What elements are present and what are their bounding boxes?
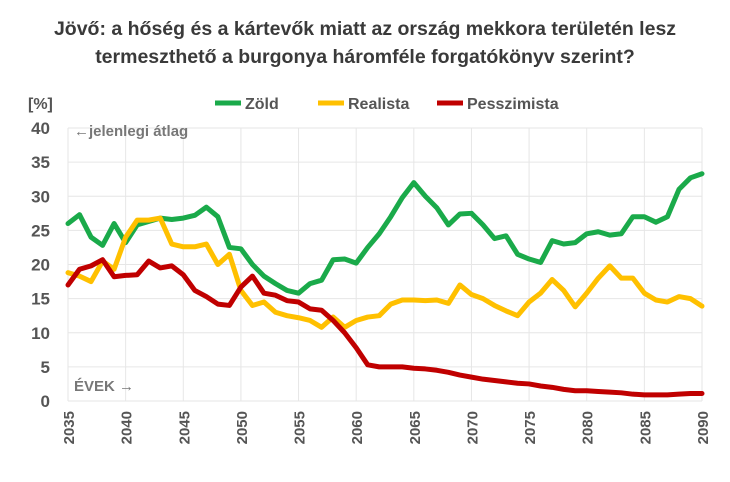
x-axis-label: ÉVEK → — [74, 378, 134, 395]
chart-title-line-1: Jövő: a hőség és a kártevők miatt az ors… — [53, 18, 677, 40]
x-tick-label: 2080 — [580, 411, 597, 444]
x-tick-label: 2060 — [349, 411, 366, 444]
y-tick-label: 5 — [41, 358, 50, 377]
y-tick-label: 40 — [31, 119, 50, 138]
series-line-zöld — [65, 171, 705, 296]
x-tick-label: 2085 — [637, 411, 654, 444]
x-tick-label: 2045 — [176, 411, 193, 444]
series-line-pesszimista — [65, 257, 705, 398]
x-tick-label: 2055 — [292, 411, 309, 444]
series-line-realista — [65, 215, 705, 330]
x-tick-label: 2035 — [61, 411, 78, 444]
legend-label-realista: Realista — [348, 96, 409, 113]
x-tick-label: 2070 — [464, 411, 481, 444]
x-tick-label: 2040 — [119, 411, 136, 444]
chart-title-line-2: termeszthető a burgonya háromféle forgat… — [95, 46, 635, 68]
x-tick-label: 2065 — [407, 411, 424, 444]
annotation-current-average: ←jelenlegi átlag — [74, 123, 188, 140]
y-tick-label: 20 — [31, 256, 50, 275]
y-tick-label: 25 — [31, 221, 50, 240]
y-tick-label: 35 — [31, 153, 50, 172]
legend-label-pesszimista: Pesszimista — [467, 96, 559, 113]
y-tick-label: 0 — [41, 392, 50, 411]
x-tick-label: 2090 — [695, 411, 712, 444]
y-tick-label: 30 — [31, 187, 50, 206]
x-tick-label: 2075 — [522, 411, 539, 444]
x-tick-label: 2050 — [234, 411, 251, 444]
y-tick-label: 10 — [31, 324, 50, 343]
legend-label-zöld: Zöld — [245, 96, 279, 113]
y-axis-label: [%] — [28, 96, 53, 113]
y-tick-label: 15 — [31, 290, 50, 309]
